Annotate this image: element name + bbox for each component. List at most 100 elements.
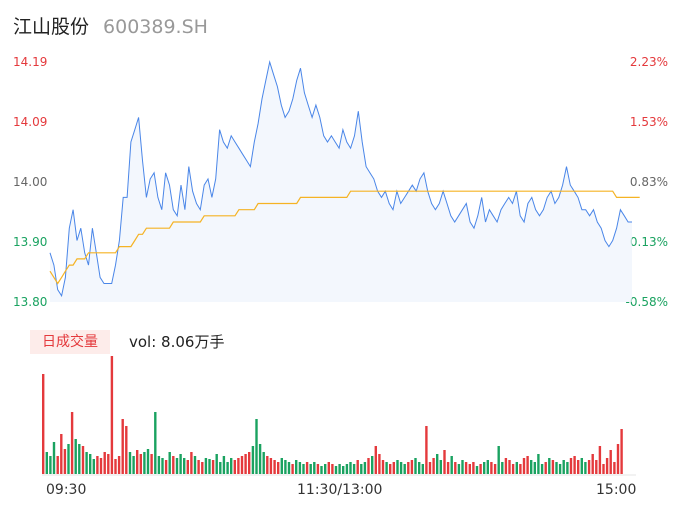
volume-bar (479, 464, 482, 474)
volume-bar (472, 462, 475, 474)
volume-bar (519, 464, 522, 474)
volume-bar (295, 460, 298, 474)
volume-bar (493, 464, 497, 474)
volume-bar (183, 458, 186, 474)
volume-bar (99, 458, 103, 474)
volume-bar (595, 460, 598, 474)
volume-bar (266, 456, 269, 474)
volume-bar (128, 452, 132, 474)
volume-bar (157, 456, 161, 474)
volume-bar (269, 458, 273, 474)
volume-bar (190, 452, 193, 474)
volume-bar (298, 462, 302, 474)
volume-bar (143, 452, 146, 474)
volume-bar (42, 374, 45, 474)
volume-bar (363, 462, 367, 474)
volume-bar (457, 464, 461, 474)
volume-bar (490, 462, 493, 474)
volume-bar (504, 458, 508, 474)
volume-bar (461, 460, 464, 474)
volume-bar (501, 462, 504, 474)
volume-bar (508, 460, 511, 474)
volume-bar (620, 429, 623, 474)
volume-bar (577, 460, 580, 474)
volume-bar (121, 419, 124, 474)
volume-bar (150, 454, 153, 474)
volume-bar (110, 356, 114, 474)
volume-bar (609, 450, 612, 474)
volume-bar (287, 462, 291, 474)
pct-label-5: -0.58% (625, 295, 668, 309)
volume-bar (464, 462, 468, 474)
volume-bar (486, 460, 489, 474)
volume-bar (186, 460, 189, 474)
volume-bar (378, 454, 381, 474)
volume-bar (139, 454, 142, 474)
volume-bar (338, 464, 341, 474)
stock-name: 江山股份 (13, 16, 90, 38)
volume-bar (533, 462, 536, 474)
volume-bar (591, 454, 594, 474)
volume-bar (85, 452, 88, 474)
volume-bar (436, 454, 439, 474)
volume-bar (179, 454, 182, 474)
volume-bar (201, 462, 204, 474)
volume-bar (89, 454, 92, 474)
volume-bar (258, 444, 262, 474)
volume-bar (522, 458, 526, 474)
volume-bar (273, 460, 276, 474)
volume-bar (78, 444, 81, 474)
volume-bar (240, 456, 244, 474)
volume-text: vol: 8.06万手 (129, 333, 225, 351)
volume-bar (211, 460, 215, 474)
volume-bar (302, 464, 305, 474)
volume-bar (233, 460, 236, 474)
volume-bar (291, 464, 294, 474)
volume-bar (446, 462, 450, 474)
volume-bar (566, 462, 569, 474)
volume-bar (255, 419, 258, 474)
volume-bar (537, 454, 540, 474)
volume-bar (511, 464, 515, 474)
price-label-5: 13.80 (13, 295, 48, 309)
volume-bar (132, 456, 135, 474)
volume-bar (356, 460, 359, 474)
volume-bar (280, 458, 283, 474)
time-label-open: 09:30 (46, 482, 87, 498)
volume-bar (602, 464, 605, 474)
volume-bar (418, 462, 421, 474)
volume-bar (587, 460, 591, 474)
volume-bar (305, 462, 309, 474)
volume-bar (324, 464, 327, 474)
volume-bar (584, 462, 587, 474)
volume-bar (164, 460, 168, 474)
volume-bar (345, 464, 349, 474)
volume-bar (60, 434, 63, 474)
stock-header: 江山股份 600389.SH (13, 12, 208, 40)
volume-bar (309, 464, 312, 474)
volume-bar (613, 462, 616, 474)
volume-bar (262, 452, 265, 474)
volume-bar (320, 466, 323, 474)
volume-bar (407, 462, 410, 474)
volume-bar (483, 462, 486, 474)
volume-bar (168, 452, 171, 474)
volume-bar (360, 464, 363, 474)
volume-bar (204, 458, 208, 474)
volume-bar (230, 458, 233, 474)
volume-bar (548, 458, 551, 474)
volume-bar (598, 446, 602, 474)
volume-bar (381, 460, 385, 474)
volume-bar (428, 462, 432, 474)
volume-bar (367, 458, 370, 474)
volume-bar (103, 452, 106, 474)
time-label-close: 15:00 (596, 482, 637, 498)
volume-bar (544, 462, 547, 474)
volume-bar (392, 462, 395, 474)
time-label-midday: 11:30/13:00 (297, 482, 383, 498)
volume-bar (208, 459, 211, 474)
volume-bar (410, 460, 414, 474)
volume-bar (421, 464, 424, 474)
volume-bar (580, 458, 583, 474)
